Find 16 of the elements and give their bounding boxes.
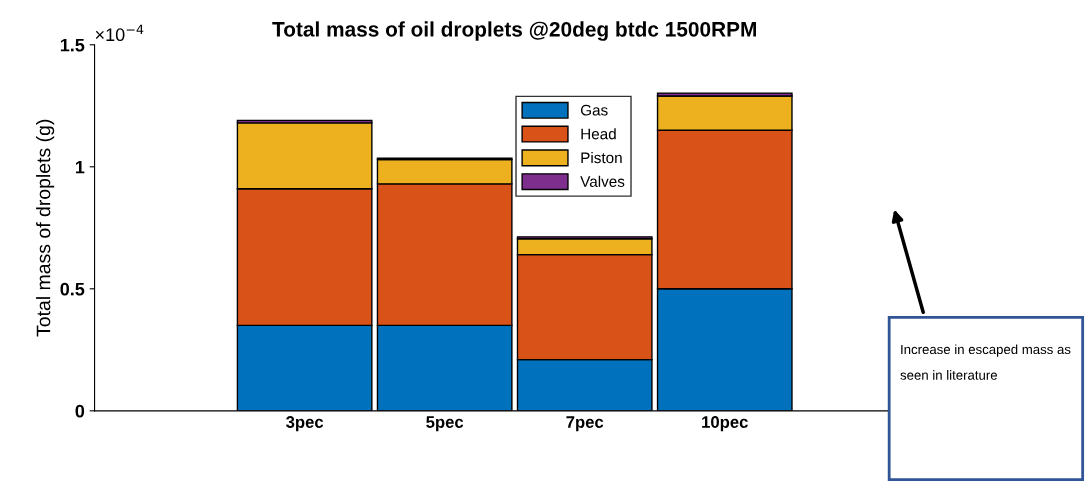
x-tick-label: 5pec [426,416,464,432]
legend-label: Piston [581,151,622,164]
annotation: Increase in escaped mass as seen in literature [900,344,1071,380]
x-tick-label: 10pec [702,416,748,432]
x-tick-label: 7pec [566,416,604,432]
y-tick-label: 1 [75,160,85,174]
text: ×10$^{−4}$ [95,24,144,42]
y-tick-label: 1.5 [60,38,85,52]
legend-label: Head [581,128,616,140]
legend-label: Gas [580,104,608,116]
y-axis-title: Total mass of droplets (g) [36,119,55,337]
y-tick-label: 0 [75,404,85,418]
chart-title: Total mass of oil droplets @20deg btdc 1500RPM [272,21,756,41]
y-tick-label: 0.5 [60,282,85,296]
legend-label: Valves [580,175,625,187]
x-tick-label: 3pec [286,416,324,432]
